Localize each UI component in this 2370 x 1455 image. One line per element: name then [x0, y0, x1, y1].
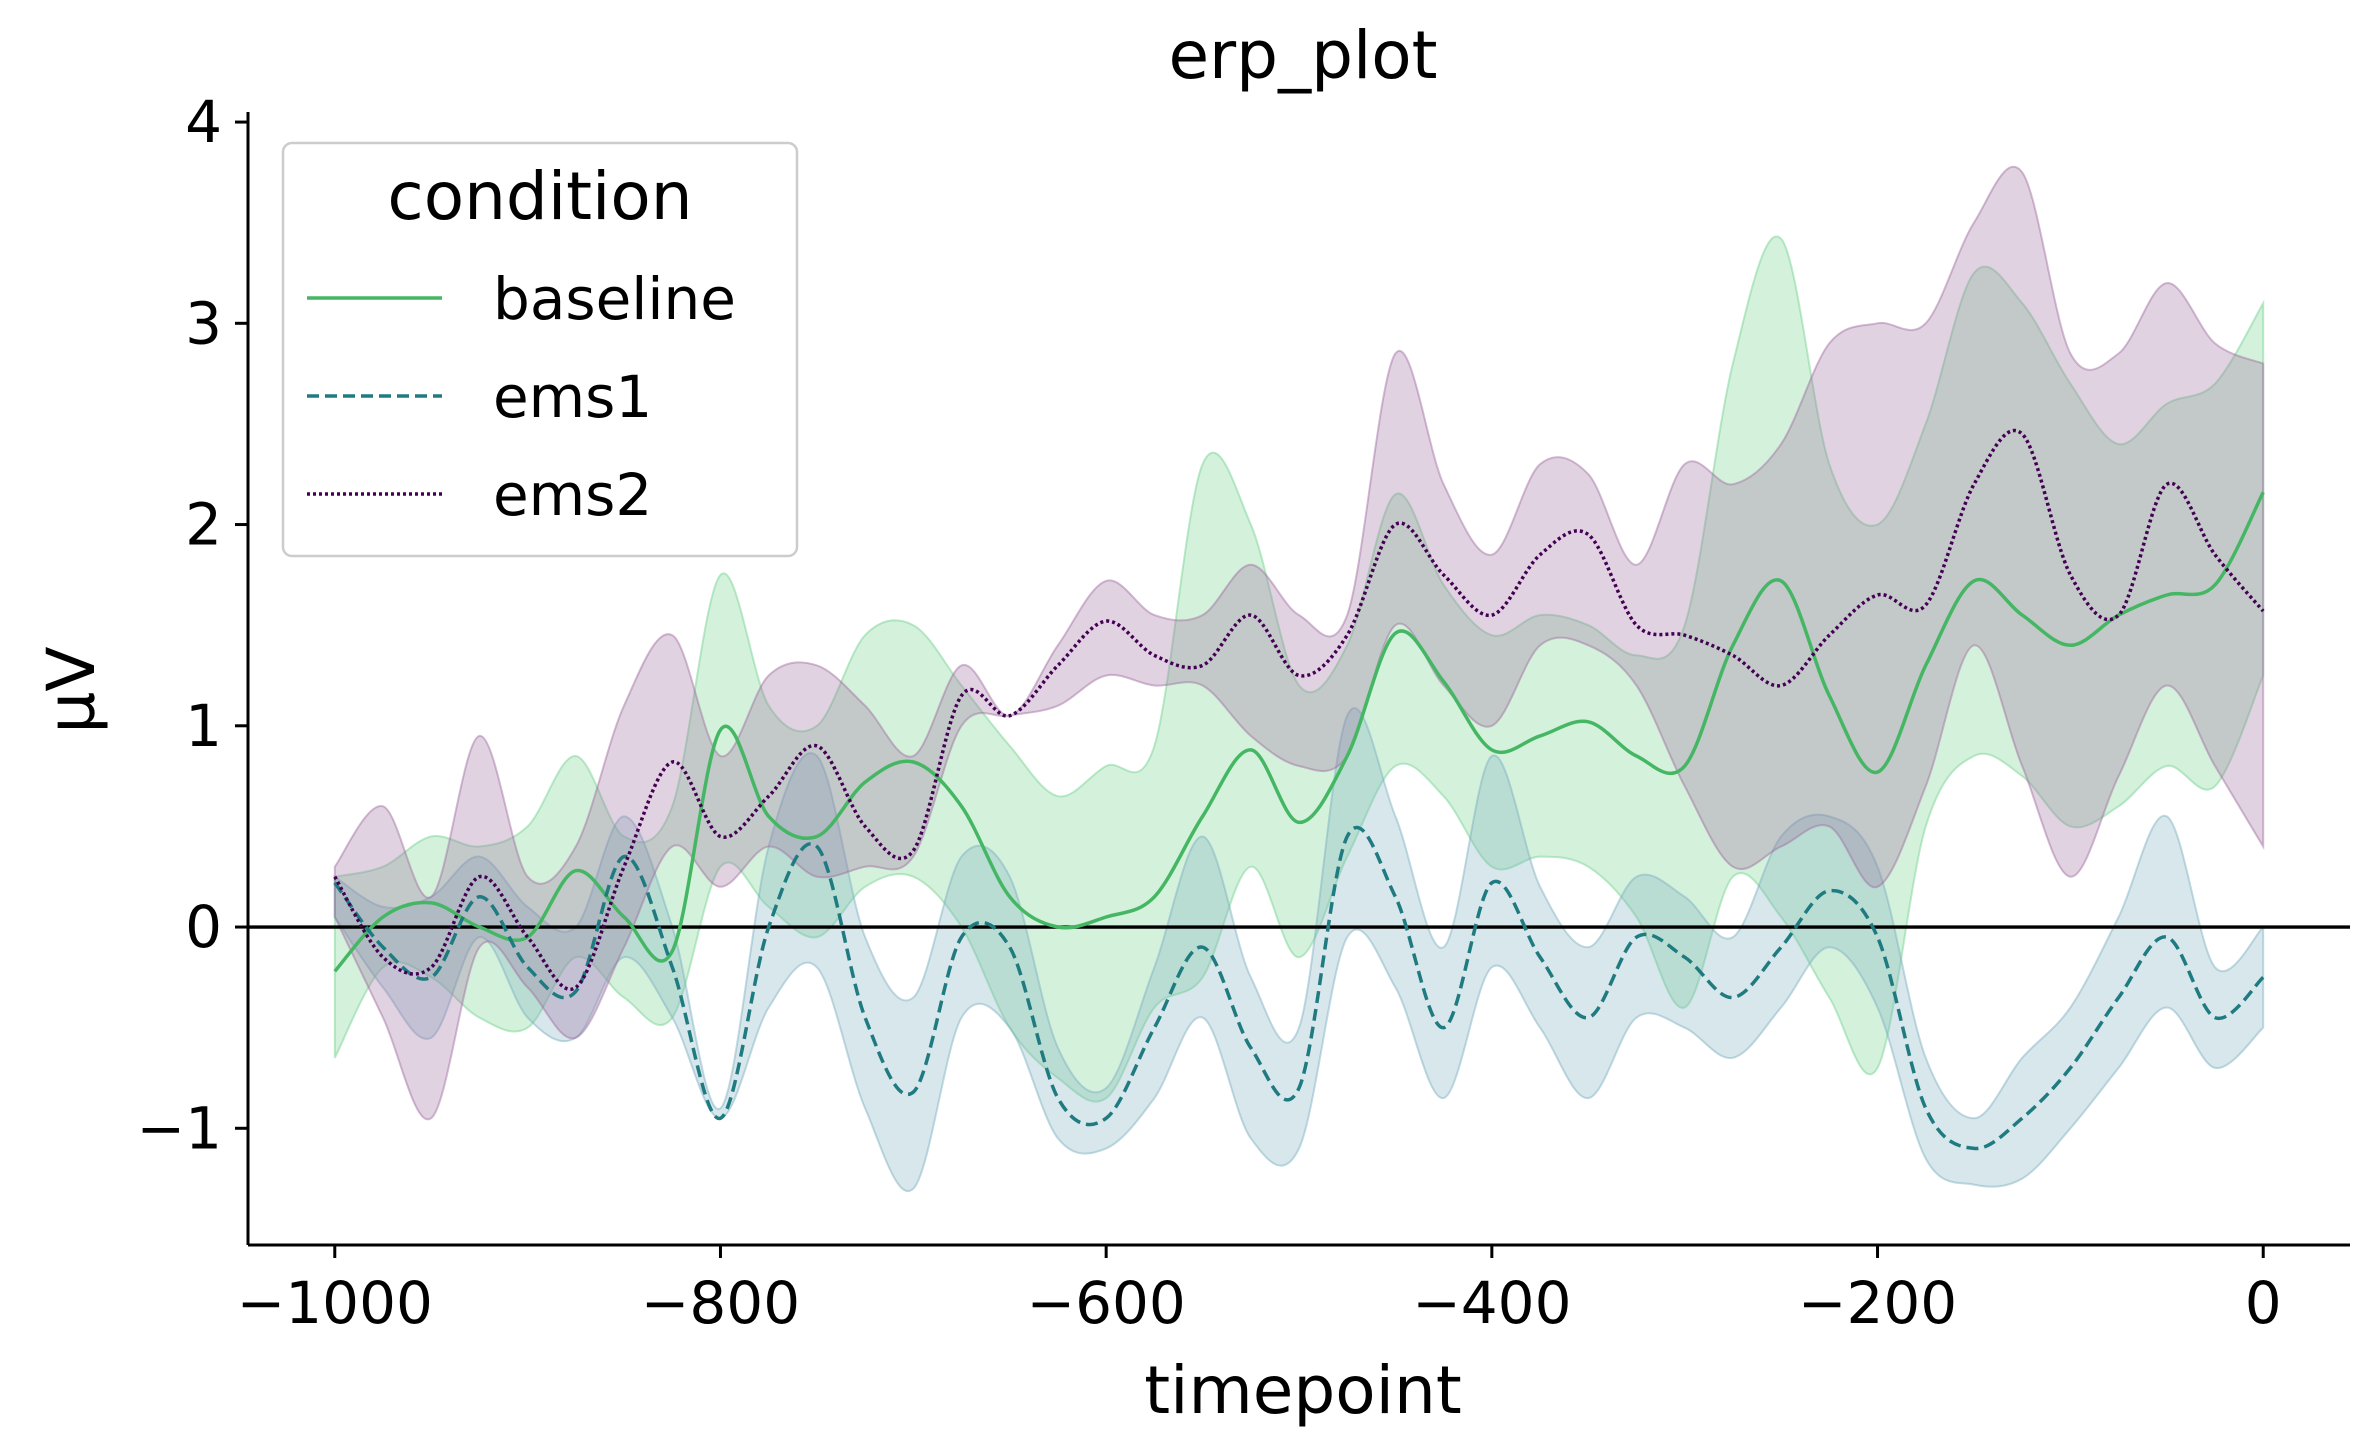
x-tick-label: −600	[1026, 1269, 1185, 1337]
legend-label-ems1: ems1	[493, 363, 652, 431]
legend-label-ems2: ems2	[493, 461, 652, 529]
legend-frame	[281, 141, 799, 558]
axes	[246, 112, 2350, 1247]
x-tick-label: −200	[1798, 1269, 1957, 1337]
y-tick-label: 0	[185, 893, 222, 961]
x-axis-ticks: −1000 −800 −600 −400 −200 0	[237, 1245, 2282, 1337]
legend-items: baseline ems1 ems2	[307, 265, 736, 529]
x-tick-label: −1000	[237, 1269, 433, 1337]
chart-title: erp_plot	[1168, 17, 1437, 94]
x-tick-label: −400	[1412, 1269, 1571, 1337]
y-axis-title: µV	[33, 646, 110, 733]
line-baseline	[333, 491, 2265, 973]
x-tick-label: 0	[2245, 1269, 2282, 1337]
legend-title: condition	[387, 158, 692, 235]
band-ems1	[333, 707, 2265, 1192]
series-lines	[333, 428, 2265, 1151]
y-axis-ticks: −1 0 1 2 3 4	[137, 88, 248, 1162]
legend: condition baseline ems1 ems2	[281, 141, 799, 558]
band-baseline	[333, 235, 2265, 1103]
x-axis-title: timepoint	[1144, 1352, 1461, 1429]
y-tick-label: 3	[185, 289, 222, 357]
y-tick-label: 2	[185, 491, 222, 559]
y-tick-label: 1	[185, 692, 222, 760]
line-ems1	[333, 825, 2265, 1151]
confidence-bands	[333, 165, 2265, 1192]
x-tick-label: −800	[641, 1269, 800, 1337]
legend-label-baseline: baseline	[493, 265, 736, 333]
y-tick-label: 4	[185, 88, 222, 156]
y-tick-label: −1	[137, 1094, 223, 1162]
band-ems2	[333, 165, 2265, 1121]
